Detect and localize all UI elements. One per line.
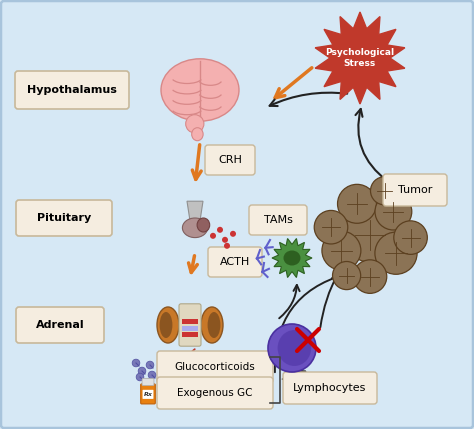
- Circle shape: [268, 324, 316, 372]
- FancyBboxPatch shape: [283, 372, 377, 404]
- Circle shape: [375, 193, 412, 230]
- Ellipse shape: [208, 312, 220, 338]
- Circle shape: [132, 359, 140, 367]
- FancyBboxPatch shape: [15, 71, 129, 109]
- Polygon shape: [272, 239, 312, 278]
- FancyBboxPatch shape: [383, 174, 447, 206]
- Ellipse shape: [283, 251, 301, 266]
- FancyBboxPatch shape: [157, 377, 273, 409]
- Circle shape: [222, 237, 228, 243]
- Text: Glucocorticoids: Glucocorticoids: [174, 362, 255, 372]
- FancyBboxPatch shape: [143, 390, 154, 399]
- Text: Psychological
Stress: Psychological Stress: [326, 48, 394, 68]
- Ellipse shape: [186, 115, 204, 133]
- Text: Pituitary: Pituitary: [37, 213, 91, 223]
- FancyBboxPatch shape: [208, 247, 262, 277]
- Ellipse shape: [182, 218, 208, 238]
- FancyBboxPatch shape: [249, 205, 307, 235]
- Ellipse shape: [278, 330, 311, 366]
- Ellipse shape: [191, 128, 203, 141]
- Circle shape: [217, 227, 223, 233]
- Circle shape: [337, 184, 376, 223]
- Circle shape: [148, 371, 156, 379]
- Text: Adrenal: Adrenal: [36, 320, 84, 330]
- Polygon shape: [182, 319, 198, 324]
- Polygon shape: [315, 12, 405, 104]
- Circle shape: [138, 367, 146, 375]
- FancyBboxPatch shape: [157, 351, 273, 383]
- Circle shape: [136, 373, 144, 381]
- Text: TAMs: TAMs: [264, 215, 292, 225]
- Text: ACTH: ACTH: [220, 257, 250, 267]
- FancyBboxPatch shape: [16, 200, 112, 236]
- Circle shape: [333, 262, 361, 290]
- Circle shape: [371, 177, 399, 205]
- Text: Hypothalamus: Hypothalamus: [27, 85, 117, 95]
- Circle shape: [146, 361, 154, 369]
- Circle shape: [394, 221, 428, 254]
- Circle shape: [375, 232, 417, 274]
- Polygon shape: [187, 201, 203, 221]
- Circle shape: [230, 231, 236, 237]
- Circle shape: [353, 260, 387, 293]
- FancyBboxPatch shape: [142, 378, 154, 385]
- FancyBboxPatch shape: [16, 307, 104, 343]
- Text: Exogenous GC: Exogenous GC: [177, 388, 253, 398]
- Polygon shape: [182, 332, 198, 337]
- Ellipse shape: [201, 307, 223, 343]
- Text: Tumor: Tumor: [398, 185, 432, 195]
- Circle shape: [224, 243, 230, 249]
- FancyBboxPatch shape: [205, 145, 255, 175]
- FancyBboxPatch shape: [179, 304, 201, 346]
- Circle shape: [314, 211, 348, 244]
- Ellipse shape: [160, 312, 173, 338]
- FancyBboxPatch shape: [141, 384, 155, 404]
- Polygon shape: [182, 326, 198, 331]
- Ellipse shape: [157, 307, 179, 343]
- Ellipse shape: [161, 59, 239, 121]
- Circle shape: [210, 233, 216, 239]
- Ellipse shape: [197, 218, 210, 232]
- Circle shape: [322, 231, 361, 270]
- Circle shape: [343, 208, 397, 262]
- Text: Rx: Rx: [144, 392, 153, 397]
- Text: CRH: CRH: [218, 155, 242, 165]
- Text: Lymphocytes: Lymphocytes: [293, 383, 367, 393]
